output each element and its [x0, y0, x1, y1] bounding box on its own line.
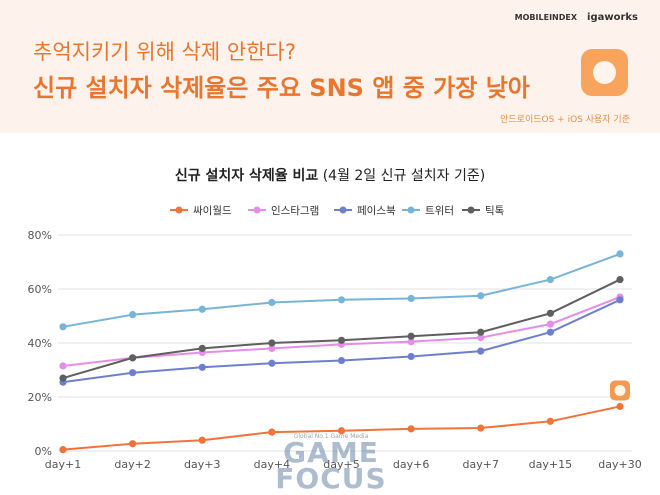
y-tick-label: 20%: [28, 391, 52, 404]
legend-label: 틱톡: [485, 205, 505, 217]
data-point: [59, 374, 67, 382]
x-tick-label: day+5: [323, 458, 359, 471]
data-point: [407, 425, 415, 433]
data-point: [407, 352, 415, 361]
legend-marker: [175, 206, 183, 214]
data-point: [546, 309, 554, 317]
data-point: [546, 320, 554, 328]
x-tick-label: day+6: [393, 458, 429, 471]
data-point: [129, 369, 137, 377]
x-tick-label: day+30: [598, 458, 641, 471]
x-tick-label: day+3: [184, 458, 220, 471]
data-point: [268, 428, 276, 436]
chart-title: 신규 설치자 삭제율 비교 (4월 2일 신규 설치자 기준): [0, 165, 660, 185]
data-point: [337, 296, 346, 304]
data-point: [268, 298, 276, 307]
header-banner: MOBILEINDEX igaworks 추억지키기 위해 삭제 안한다? 신규…: [0, 0, 660, 133]
data-point: [477, 292, 485, 300]
x-tick-label: day+1: [45, 458, 81, 471]
chart-title-sub: (4월 2일 신규 설치자 기준): [322, 168, 486, 184]
data-point: [129, 311, 137, 319]
legend-marker: [407, 206, 415, 214]
data-point: [268, 339, 276, 347]
data-point: [59, 323, 67, 331]
x-tick-label: day+7: [463, 458, 499, 471]
legend-label: 트위터: [425, 204, 454, 217]
platform-note: 안드로이드OS + iOS 사용자 기준: [500, 115, 630, 125]
watermark-logo: GAME FOCUS: [275, 436, 387, 495]
y-tick-label: 0%: [35, 445, 52, 458]
legend-marker: [467, 206, 475, 214]
y-tick-label: 80%: [28, 229, 52, 242]
legend-marker: [253, 206, 261, 214]
data-point: [546, 328, 554, 336]
headline-main: 신규 설치자 삭제율은 주요 SNS 앱 중 가장 낮아: [33, 74, 530, 102]
watermark-tagline: Global No.1 Game Media: [293, 433, 369, 440]
legend-marker: [339, 206, 347, 214]
data-point: [268, 359, 276, 367]
data-point: [407, 294, 415, 303]
data-point: [616, 296, 624, 304]
data-point: [616, 402, 624, 411]
y-tick-label: 40%: [28, 337, 52, 350]
data-point: [546, 417, 554, 425]
data-point: [407, 332, 415, 340]
data-point: [477, 334, 485, 342]
igaworks-logo: igaworks: [587, 12, 638, 23]
cyworld-app-icon: [581, 49, 628, 96]
brand-logos: MOBILEINDEX igaworks: [515, 12, 638, 23]
data-point: [616, 250, 624, 258]
cyworld-badge-face: [614, 384, 626, 396]
data-point: [337, 336, 346, 344]
x-tick-label: day+2: [114, 458, 150, 471]
data-point: [59, 446, 67, 454]
y-tick-label: 60%: [28, 283, 52, 296]
data-point: [477, 347, 485, 355]
data-point: [198, 363, 206, 371]
data-point: [59, 362, 67, 370]
x-tick-label: day+4: [254, 458, 290, 471]
data-point: [198, 344, 206, 352]
data-point: [477, 424, 485, 432]
watermark: Global No.1 Game Media GAME FOCUS: [256, 433, 406, 493]
data-point: [129, 440, 137, 448]
series-line: [62, 252, 621, 328]
data-point: [198, 305, 206, 313]
data-point: [268, 344, 276, 352]
headline-question: 추억지키기 위해 삭제 안한다?: [33, 40, 297, 64]
chart-title-main: 신규 설치자 삭제율 비교: [174, 168, 319, 184]
data-point: [129, 354, 137, 362]
data-point: [546, 275, 554, 284]
x-tick-label: day+15: [529, 458, 572, 471]
data-point: [407, 338, 415, 346]
data-point: [477, 328, 485, 336]
data-point: [616, 275, 624, 284]
legend-label: 페이스북: [357, 205, 396, 217]
data-point: [198, 436, 206, 444]
mobileindex-logo: MOBILEINDEX: [514, 13, 578, 22]
legend-label: 인스타그램: [271, 205, 319, 217]
data-point: [337, 427, 346, 435]
data-point: [337, 356, 346, 365]
legend-label: 싸이월드: [193, 205, 232, 217]
